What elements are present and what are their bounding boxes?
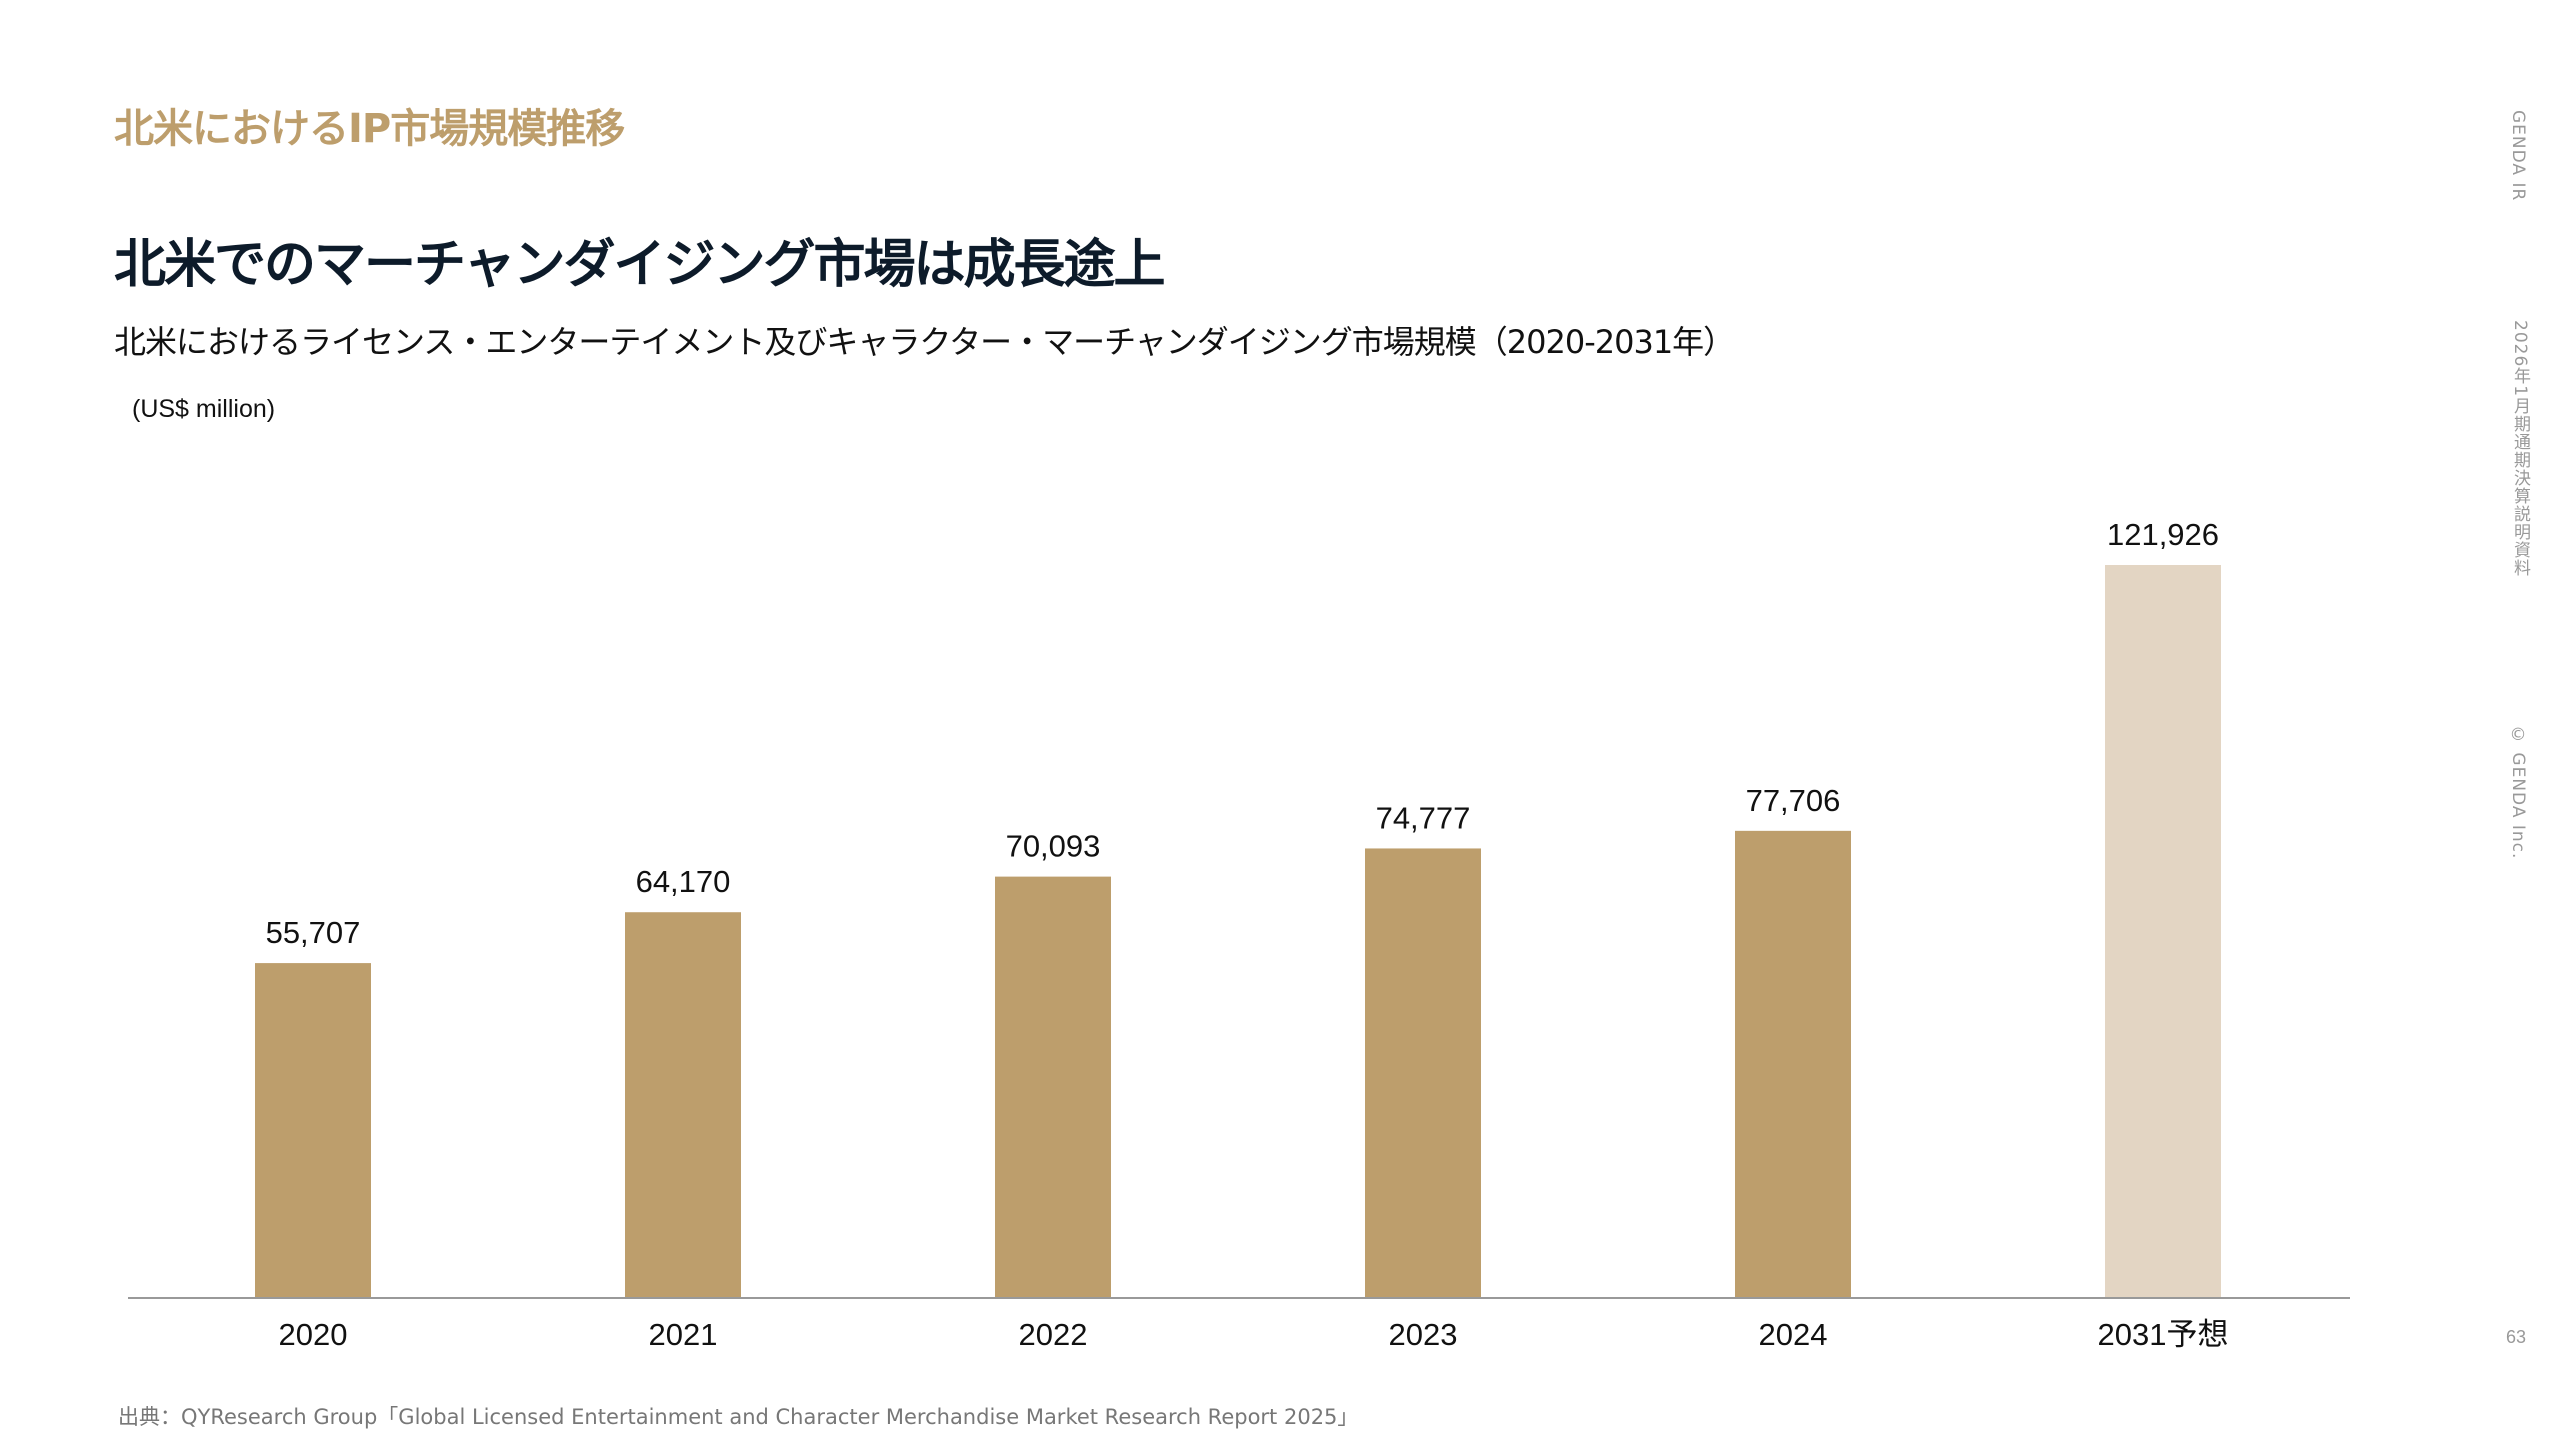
bar-2 <box>995 876 1111 1298</box>
chart-title: 北米におけるライセンス・エンターテイメント及びキャラクター・マーチャンダイジング… <box>114 323 1735 361</box>
source-note: 出典：QYResearch Group「Global Licensed Ente… <box>118 1405 1359 1429</box>
data-label-1: 64,170 <box>636 864 731 899</box>
unit-label: (US$ million) <box>132 395 276 423</box>
headline: 北米でのマーチャンダイジング市場は成長途上 <box>114 235 1165 295</box>
bar-4 <box>1735 830 1851 1298</box>
sidebar-label-document: 2026年1月期通期決算説明資料 <box>2510 320 2530 578</box>
data-label-3: 74,777 <box>1376 800 1471 835</box>
bar-5 <box>2105 565 2221 1298</box>
bar-0 <box>255 963 371 1298</box>
x-tick-label-3: 2023 <box>1389 1317 1458 1352</box>
page-number: 63 <box>2506 1327 2527 1347</box>
x-tick-label-4: 2024 <box>1759 1317 1828 1352</box>
x-tick-label-2: 2022 <box>1019 1317 1088 1352</box>
bar-1 <box>625 912 741 1298</box>
sidebar-label-ir: GENDA IR <box>2508 110 2528 202</box>
x-tick-label-0: 2020 <box>279 1317 348 1352</box>
x-tick-label-5: 2031予想 <box>2098 1317 2229 1352</box>
data-label-0: 55,707 <box>266 915 361 950</box>
data-label-2: 70,093 <box>1006 829 1101 864</box>
bar-3 <box>1365 848 1481 1298</box>
sidebar-label-copyright: © GENDA Inc. <box>2508 725 2528 860</box>
data-label-5: 121,926 <box>2107 517 2219 552</box>
x-tick-label-1: 2021 <box>649 1317 718 1352</box>
section-title: 北米におけるIP市場規模推移 <box>114 106 625 152</box>
data-label-4: 77,706 <box>1746 783 1841 818</box>
